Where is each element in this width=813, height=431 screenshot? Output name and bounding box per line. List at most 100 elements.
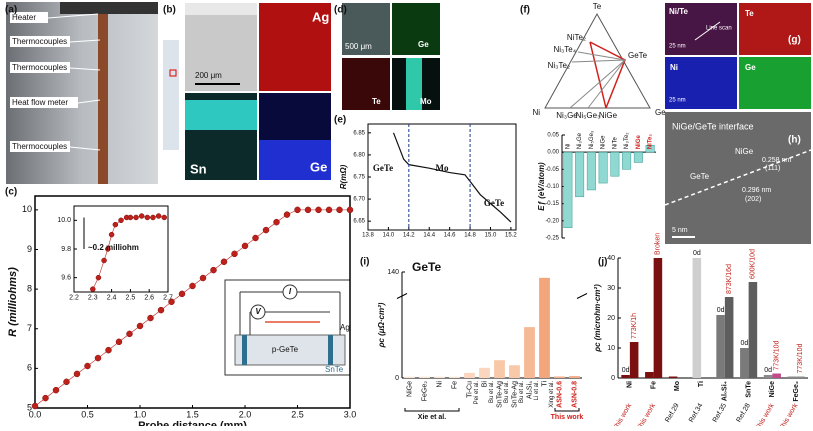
y-tick-label: 6.70	[353, 197, 365, 203]
bar	[586, 151, 596, 191]
bar	[569, 375, 580, 378]
y-axis-label: R(mΩ)	[339, 164, 348, 189]
point	[138, 213, 145, 219]
ternary-label: NiTe₂	[567, 33, 586, 42]
point	[73, 370, 81, 378]
y-tick-label: 10.0	[57, 217, 71, 224]
bar-label: 873K/16d	[726, 264, 733, 294]
category-label: Al₀Si₄	[722, 381, 729, 401]
x-tick-label: 15.0	[485, 232, 497, 238]
point	[90, 286, 96, 292]
bar	[629, 342, 639, 378]
y-tick-label: 6	[27, 363, 32, 373]
point	[105, 246, 111, 252]
source-label: This work	[755, 402, 776, 426]
point	[84, 362, 91, 370]
ternary-label: Ni₅Ge₃	[576, 111, 601, 120]
point	[101, 257, 107, 264]
point	[262, 226, 270, 234]
point	[105, 346, 112, 354]
label: p-GeTe	[272, 345, 299, 354]
x-tick-label: 1.5	[186, 410, 199, 420]
y-tick-label: 30	[607, 285, 615, 292]
category-label: SnTe	[745, 381, 752, 398]
point	[112, 221, 119, 228]
bar	[787, 376, 797, 378]
point	[304, 206, 312, 214]
y-tick-label: -0.05	[545, 167, 559, 173]
point	[133, 214, 139, 221]
y-tick-label: 40	[607, 255, 615, 262]
source-label: Li et al.	[534, 381, 540, 401]
map-label: Sn	[190, 161, 207, 176]
source-label: Ref.34	[688, 402, 704, 423]
bar	[539, 277, 550, 378]
y-tick-label: 6.65	[353, 219, 365, 225]
point	[94, 354, 102, 362]
y-tick-label: 0	[395, 375, 399, 382]
bar	[464, 372, 475, 378]
plot-frame	[367, 123, 517, 231]
phase-label: GeTe	[690, 172, 710, 181]
category-label: FeGe₂	[421, 381, 428, 402]
point	[150, 214, 156, 221]
map-label: Ge	[745, 63, 756, 72]
y-axis-label: ρc (μΩ·cm²)	[377, 302, 386, 348]
symbol: V	[255, 307, 261, 316]
source-label: This work	[778, 402, 799, 426]
bar	[524, 327, 535, 378]
category-label: Ni	[565, 143, 571, 149]
chart-title: GeTe	[412, 260, 441, 274]
y-tick-label: -0.15	[545, 201, 559, 207]
ternary-label: Ni	[532, 108, 540, 117]
point	[157, 306, 165, 314]
x-tick-label: 2.0	[239, 410, 252, 420]
x-tick-label: 0.0	[29, 410, 42, 420]
category-label: Ni	[627, 381, 634, 388]
x-tick-label: 0.5	[81, 410, 94, 420]
y-tick-label: 0.00	[547, 150, 559, 156]
ternary: Te NiTe₂ Ni₃Te₄ Ni₃Te₂ GeTe Ni Ni₃Ge Ni₅…	[532, 2, 666, 120]
category-label: NiTe₂	[648, 134, 654, 150]
sample	[163, 40, 179, 150]
y-tick-label: 9.6	[61, 275, 71, 282]
point	[42, 394, 49, 402]
x-tick-label: 2.6	[144, 294, 154, 301]
category-label: ASN-0.6	[556, 381, 563, 408]
point	[189, 282, 196, 290]
ternary-label: Ge	[655, 108, 666, 117]
category-label: NiGe	[636, 134, 642, 149]
bar-label: 0d	[740, 340, 748, 347]
x-tick-label: 2.7	[163, 294, 173, 301]
y-tick-label: 6.85	[353, 130, 365, 136]
category-label: Mo	[674, 381, 681, 391]
point	[108, 231, 115, 238]
panel-label: (b)	[163, 5, 176, 16]
bar-label: Broken	[655, 233, 662, 255]
category-label: Ni₃Ge	[577, 132, 583, 149]
scale-bar: 500 μm	[345, 42, 372, 51]
bar	[716, 315, 725, 378]
label: Thermocouples	[12, 142, 67, 151]
bar	[724, 297, 734, 378]
annotation: Line scan	[706, 26, 732, 32]
panel-label: (i)	[360, 257, 369, 268]
panel-label: (e)	[334, 115, 346, 126]
panel-label: (d)	[334, 5, 347, 16]
annotation: GeTe	[484, 198, 504, 208]
photo-labels: Heater Thermocouples Thermocouples Heat …	[10, 12, 101, 152]
panel-label: (f)	[520, 5, 530, 16]
y-axis-label: Eƒ (eV/atom)	[537, 162, 546, 211]
point	[118, 217, 124, 224]
source-label: Bu et al.	[504, 381, 510, 403]
bar	[598, 151, 608, 184]
point	[325, 206, 333, 214]
bar-label: 0d	[693, 250, 701, 257]
category-label: Ni₅Ge₃	[589, 130, 595, 149]
point	[283, 211, 291, 218]
source-label: Bu et al.	[519, 381, 525, 403]
annotation: ~0.2 milliohm	[88, 243, 139, 252]
source-label: Pei et al.	[474, 381, 480, 405]
x-tick-label: 2.5	[126, 294, 136, 301]
ternary-label: GeTe	[628, 51, 648, 60]
